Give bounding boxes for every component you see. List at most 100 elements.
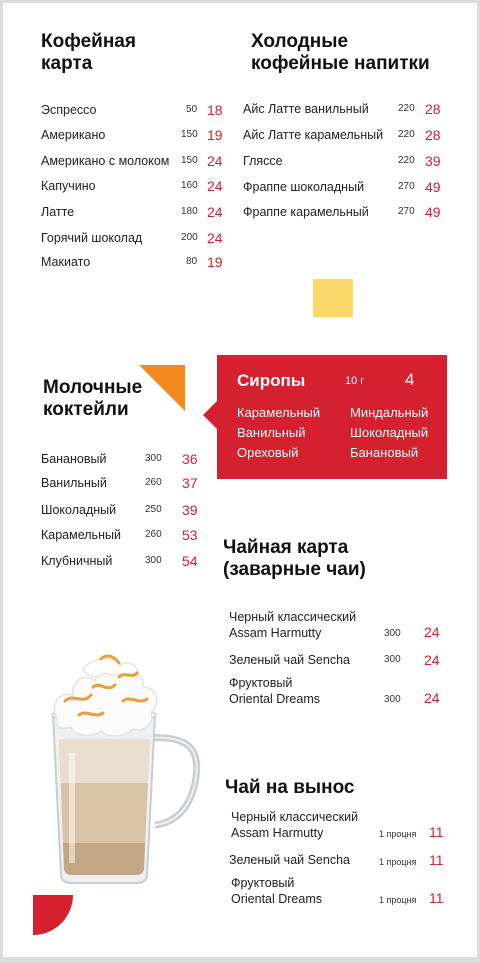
list-item: Горячий шоколад 200 24	[41, 227, 223, 249]
list-item: Фраппе карамельный 270 49	[243, 201, 443, 223]
takeaway-tea-title: Чай на вынос	[225, 777, 355, 798]
tea-title: Чайная карта (заварные чаи)	[223, 537, 366, 580]
item-name: Фруктовый Oriental Dreams	[231, 876, 322, 906]
item-name: Фраппе карамельный	[243, 205, 369, 219]
item-name: Айс Латте ванильный	[243, 102, 369, 116]
yellow-square-decoration	[313, 279, 353, 317]
syrup-item: Шоколадный	[350, 425, 429, 440]
list-item: Американо 150 19	[41, 124, 223, 146]
item-volume: 1 процня	[379, 895, 417, 905]
item-price: 24	[424, 624, 440, 640]
list-item: Шоколадный 250 39	[41, 499, 201, 521]
list-item: Фруктовый Oriental Dreams 300 24	[229, 675, 445, 709]
item-price: 28	[425, 101, 441, 117]
syrups-title: Сиропы	[237, 371, 306, 390]
item-name: Клубничный	[41, 554, 113, 568]
item-price: 11	[429, 890, 444, 906]
item-price: 11	[429, 824, 444, 840]
item-volume: 1 процня	[379, 829, 417, 839]
red-corner-decoration	[33, 895, 73, 935]
list-item: Американо с молоком 150 24	[41, 150, 223, 172]
item-price: 54	[182, 553, 198, 569]
list-item: Капучино 160 24	[41, 175, 223, 197]
list-item: Эспрессо 50 18	[41, 99, 223, 121]
milkshakes-title: Молочные коктейли	[43, 377, 143, 420]
syrup-panel-pointer	[203, 399, 219, 431]
item-volume: 270	[398, 181, 415, 192]
item-volume: 50	[186, 104, 198, 115]
item-name: Горячий шоколад	[41, 231, 143, 245]
item-price: 24	[207, 204, 223, 220]
list-item: Карамельный 260 53	[41, 524, 201, 546]
item-name: Фруктовый Oriental Dreams	[229, 676, 320, 706]
item-price: 28	[425, 127, 441, 143]
syrups-volume: 10 г	[345, 375, 365, 387]
item-name: Фраппе шоколадный	[243, 180, 365, 194]
orange-triangle-decoration	[139, 365, 185, 411]
item-price: 39	[425, 153, 441, 169]
item-volume: 80	[186, 256, 198, 267]
list-item: Айс Латте карамельный 220 28	[243, 124, 443, 146]
item-volume: 250	[145, 504, 162, 515]
list-item: Зеленый чай Sencha 300 24	[229, 649, 445, 671]
item-volume: 160	[181, 180, 198, 191]
item-price: 11	[429, 852, 444, 868]
item-price: 24	[207, 153, 223, 169]
item-volume: 220	[398, 103, 415, 114]
item-name: Айс Латте карамельный	[243, 128, 384, 142]
item-name: Американо	[41, 128, 106, 142]
item-volume: 180	[181, 206, 198, 217]
list-item: Черный классический Assam Harmutty 300 2…	[229, 609, 445, 643]
item-price: 24	[207, 230, 223, 246]
item-price: 37	[182, 475, 198, 491]
item-name: Черный классический Assam Harmutty	[229, 610, 357, 640]
item-volume: 300	[384, 654, 401, 665]
list-item: Латте 180 24	[41, 201, 223, 223]
item-name: Эспрессо	[41, 103, 97, 117]
menu-page: Кофейная карта Эспрессо 50 18 Американо …	[3, 3, 477, 957]
list-item: Клубничный 300 54	[41, 550, 201, 572]
list-item: Фруктовый Oriental Dreams 1 процня 11	[231, 875, 445, 909]
syrup-item: Банановый	[350, 445, 419, 460]
item-price: 24	[207, 178, 223, 194]
item-volume: 300	[145, 453, 162, 464]
item-name: Гляссе	[243, 154, 283, 168]
item-price: 53	[182, 527, 198, 543]
latte-glass-illustration	[51, 654, 201, 884]
list-item: Макиато 80 19	[41, 251, 223, 273]
item-volume: 270	[398, 206, 415, 217]
item-volume: 300	[145, 555, 162, 566]
item-volume: 300	[384, 694, 401, 705]
item-name: Капучино	[41, 179, 96, 193]
item-name: Зеленый чай Sencha	[229, 653, 350, 667]
syrups-panel: Сиропы 10 г 4 Карамельный Миндальный Ван…	[217, 355, 447, 479]
syrup-item: Ванильный	[237, 425, 306, 440]
item-volume: 220	[398, 155, 415, 166]
item-volume: 260	[145, 477, 162, 488]
syrup-item: Миндальный	[350, 405, 429, 420]
item-price: 39	[182, 502, 198, 518]
syrup-item: Карамельный	[237, 405, 321, 420]
syrups-price: 4	[405, 370, 415, 389]
cold-drinks-title: Холодные кофейные напитки	[251, 31, 430, 74]
item-name: Ванильный	[41, 476, 107, 490]
item-price: 49	[425, 204, 441, 220]
item-name: Зеленый чай Sencha	[229, 853, 350, 867]
item-price: 18	[207, 102, 223, 118]
item-volume: 260	[145, 529, 162, 540]
list-item: Банановый 300 36	[41, 448, 201, 470]
item-name: Американо с молоком	[41, 154, 170, 168]
list-item: Зеленый чай Sencha 1 процня 11	[229, 849, 445, 871]
list-item: Ванильный 260 37	[41, 472, 201, 494]
list-item: Айс Латте ванильный 220 28	[243, 98, 443, 120]
item-name: Карамельный	[41, 528, 121, 542]
item-name: Черный классический Assam Harmutty	[231, 810, 359, 840]
coffee-title: Кофейная карта	[41, 31, 136, 74]
list-item: Гляссе 220 39	[243, 150, 443, 172]
item-volume: 150	[181, 129, 198, 140]
item-volume: 220	[398, 129, 415, 140]
item-price: 24	[424, 652, 440, 668]
item-volume: 200	[181, 232, 198, 243]
item-name: Латте	[41, 205, 75, 219]
item-price: 49	[425, 179, 441, 195]
